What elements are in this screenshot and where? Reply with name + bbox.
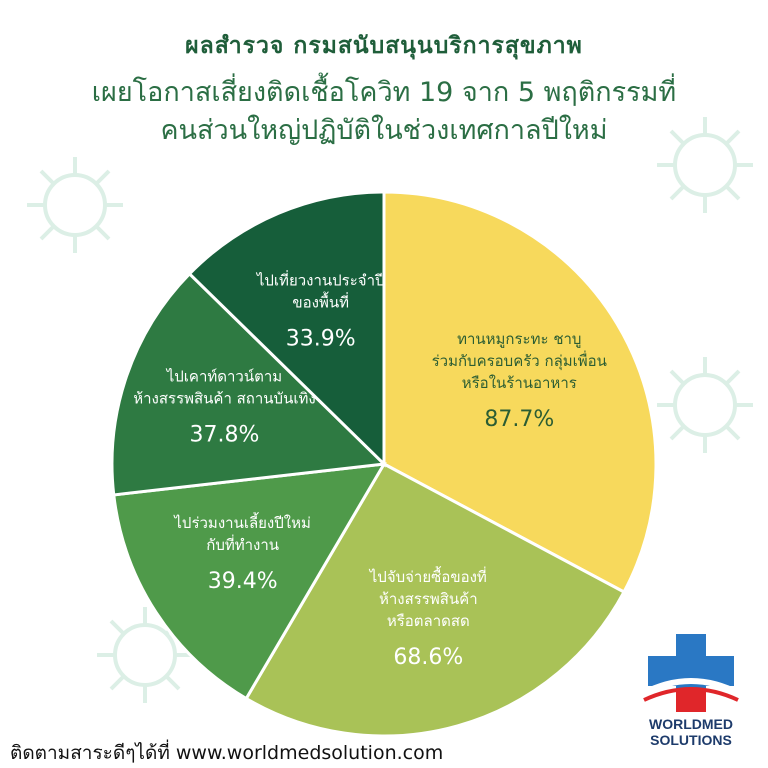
slice-value-label: 39.4% (208, 569, 278, 594)
slice-category-label: ของพื้นที่ (292, 292, 349, 312)
pie-slice-2 (244, 461, 627, 738)
slice-category-label: ทานหมูกระทะ ชาบู (457, 330, 581, 348)
pie-slice-4 (110, 271, 388, 497)
slice-value-label: 33.9% (286, 327, 356, 352)
worldmed-logo-icon (640, 634, 742, 712)
virus-decoration-icon (657, 357, 753, 453)
slice-category-label: ไปร่วมงานเลี้ยงปีใหม่ (173, 512, 311, 532)
slice-category-label: ห้างสรรพสินค้า (379, 590, 478, 608)
pie-slice-1 (382, 190, 658, 595)
pie-slice-5 (187, 190, 386, 468)
slice-value-label: 87.7% (484, 407, 554, 432)
header-title-line1: เผยโอกาสเสี่ยงติดเชื้อโควิท 19 จาก 5 พฤต… (91, 77, 677, 108)
header-title-line2: คนส่วนใหญ่ปฏิบัติในช่วงเทศกาลปีใหม่ (160, 115, 608, 146)
logo-name-line2: SOLUTIONS (650, 732, 732, 748)
slice-category-label: กับที่ทำงาน (206, 534, 279, 554)
slice-category-label: หรือตลาดสด (387, 612, 470, 630)
pie-slice-3 (112, 462, 387, 701)
virus-decoration-icon (97, 607, 193, 703)
header-subtitle: ผลสำรวจ กรมสนับสนุนบริการสุขภาพ (185, 33, 583, 59)
slice-value-label: 37.8% (190, 422, 260, 447)
virus-decoration-icon (657, 117, 753, 213)
logo-name-line1: WORLDMED (649, 716, 733, 732)
slice-category-label: ไปเที่ยวงานประจำปี (256, 270, 385, 290)
slice-category-label: ร่วมกับครอบครัว กลุ่มเพื่อน (432, 350, 607, 371)
virus-decoration-icon (27, 157, 123, 253)
slice-value-label: 68.6% (393, 645, 463, 670)
slice-category-label: หรือในร้านอาหาร (462, 374, 577, 392)
footer-text: ติดตามสาระดีๆได้ที่ www.worldmedsolution… (10, 742, 444, 764)
slice-category-label: ไปจับจ่ายซื้อของที่ (369, 566, 487, 586)
slice-category-label: ห้างสรรพสินค้า สถานบันเทิง (133, 389, 315, 407)
slice-category-label: ไปเคาท์ดาวน์ตาม (166, 367, 282, 385)
